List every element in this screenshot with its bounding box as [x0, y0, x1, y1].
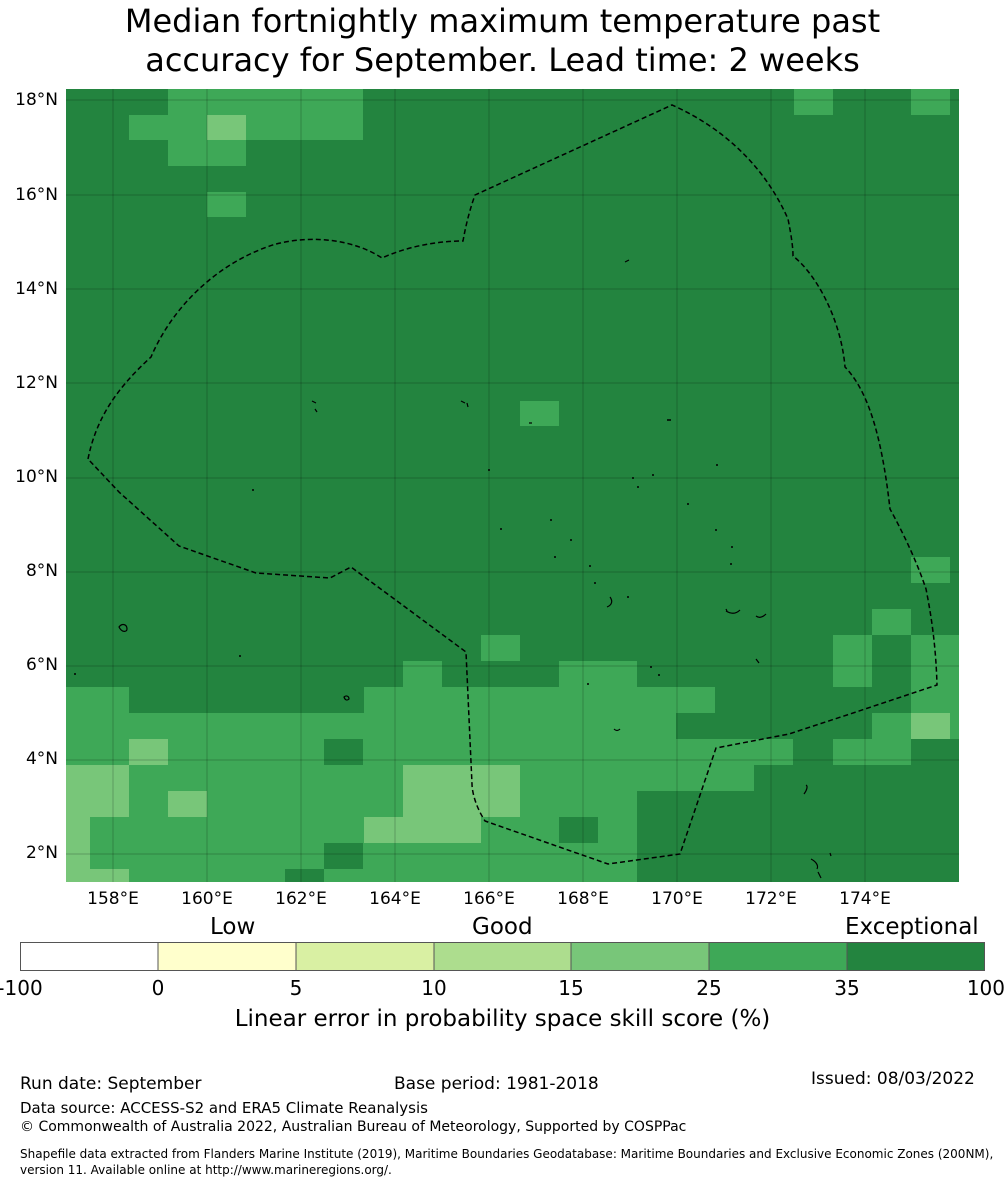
skill-score-map: [66, 89, 959, 882]
cb-tick-10: 10: [421, 976, 447, 1000]
lat-label-12n: 12°N: [15, 373, 58, 393]
shapefile-credit-line-2: version 11. Available online at http://w…: [20, 1163, 392, 1177]
lat-label-6n: 6°N: [25, 655, 58, 675]
colorbar-segment-0-5: [157, 942, 297, 971]
colorbar-label: Linear error in probability space skill …: [234, 1006, 771, 1032]
colorbar-segment-25-35: [708, 942, 848, 971]
lat-label-2n: 2°N: [25, 843, 58, 863]
lat-label-18n: 18°N: [15, 90, 58, 110]
lat-label-10n: 10°N: [15, 467, 58, 487]
data-source: Data source: ACCESS-S2 and ERA5 Climate …: [20, 1099, 428, 1117]
lon-label-172e: 172°E: [745, 889, 797, 909]
colorbar-segment-5-10: [295, 942, 435, 971]
colorbar: [20, 942, 985, 971]
category-good: Good: [472, 914, 533, 940]
lon-label-166e: 166°E: [463, 889, 515, 909]
lon-label-168e: 168°E: [557, 889, 609, 909]
copyright: © Commonwealth of Australia 2022, Austra…: [20, 1119, 687, 1135]
base-period: Base period: 1981-2018: [394, 1074, 599, 1094]
lon-label-164e: 164°E: [369, 889, 421, 909]
shapefile-credit-line-1: Shapefile data extracted from Flanders M…: [20, 1147, 994, 1161]
cb-tick-15: 15: [558, 976, 584, 1000]
colorbar-segment-35-100: [846, 942, 985, 971]
chart-title: Median fortnightly maximum temperature p…: [0, 2, 1005, 80]
lon-label-174e: 174°E: [839, 889, 891, 909]
lon-label-160e: 160°E: [181, 889, 233, 909]
title-line-1: Median fortnightly maximum temperature p…: [124, 2, 881, 40]
colorbar-segment-15-25: [570, 942, 710, 971]
cb-tick-5: 5: [289, 976, 303, 1000]
lon-label-158e: 158°E: [87, 889, 139, 909]
cb-tick-25: 25: [696, 976, 722, 1000]
map-canvas: [66, 89, 959, 882]
cb-tick-100: 100: [966, 976, 1005, 1000]
category-low: Low: [210, 914, 256, 940]
lat-label-16n: 16°N: [15, 185, 58, 205]
cb-tick-35: 35: [834, 976, 860, 1000]
title-line-2: accuracy for September. Lead time: 2 wee…: [145, 41, 860, 79]
islands: [118, 259, 832, 879]
cb-tick-0: 0: [151, 976, 165, 1000]
category-exceptional: Exceptional: [845, 914, 979, 940]
atoll-dots: [74, 419, 733, 685]
lon-label-162e: 162°E: [275, 889, 327, 909]
grid-cells: [66, 89, 959, 882]
run-date: Run date: September: [20, 1074, 202, 1094]
lat-label-4n: 4°N: [25, 749, 58, 769]
issued-date: Issued: 08/03/2022: [811, 1069, 975, 1089]
colorbar-segment-neg100-0: [20, 942, 159, 971]
lat-label-8n: 8°N: [25, 561, 58, 581]
eez-boundary: [87, 104, 938, 865]
colorbar-segment-10-15: [433, 942, 572, 971]
lon-label-170e: 170°E: [651, 889, 703, 909]
cb-tick-neg100: -100: [0, 976, 43, 1000]
lat-label-14n: 14°N: [15, 279, 58, 299]
